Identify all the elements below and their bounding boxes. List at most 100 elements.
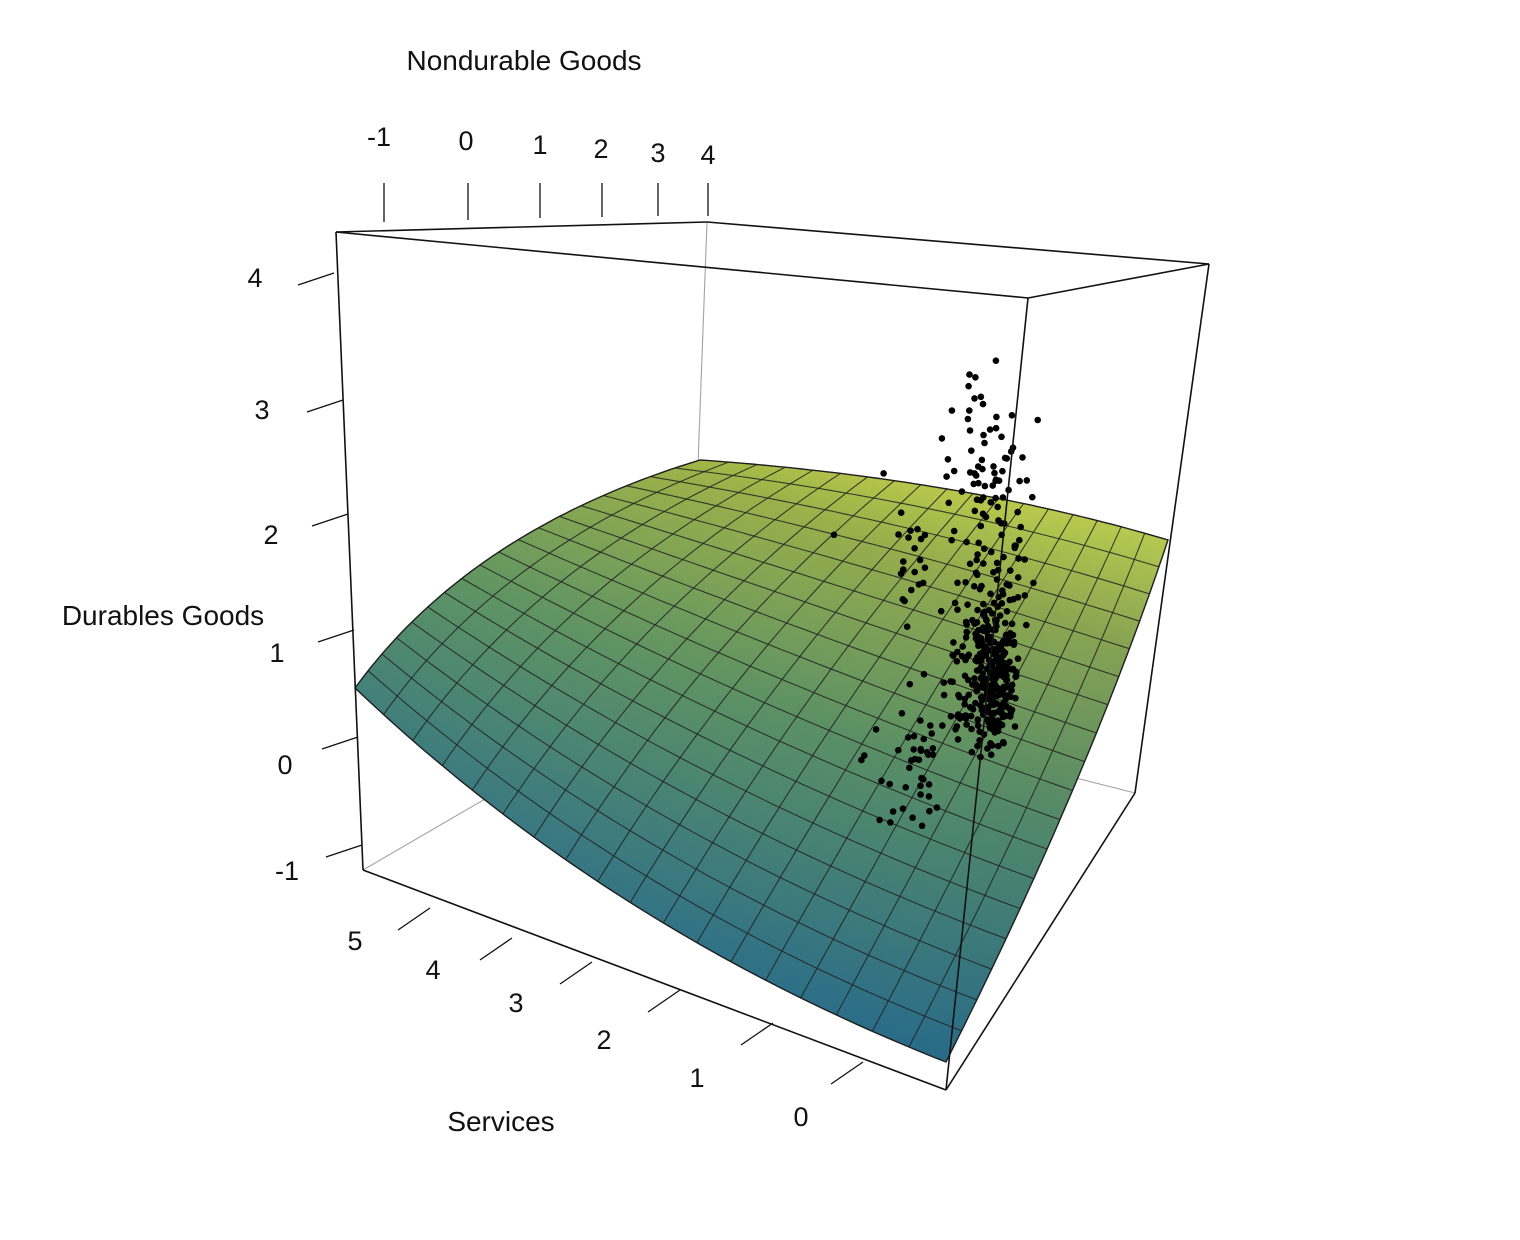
x-tick-label: 3 bbox=[650, 138, 665, 168]
data-point bbox=[940, 679, 948, 686]
data-point bbox=[986, 426, 994, 433]
data-point bbox=[911, 545, 918, 552]
data-point bbox=[977, 393, 985, 401]
data-point bbox=[948, 536, 955, 544]
y-tick-mark bbox=[647, 989, 681, 1013]
data-point bbox=[985, 719, 992, 726]
data-point bbox=[937, 607, 945, 615]
data-point bbox=[908, 586, 915, 594]
data-point bbox=[905, 534, 912, 541]
data-point bbox=[996, 612, 1004, 619]
data-point bbox=[954, 736, 962, 743]
data-point bbox=[1023, 477, 1031, 484]
data-point bbox=[911, 568, 918, 576]
surface-outline bbox=[354, 459, 1169, 1063]
data-point bbox=[920, 735, 927, 743]
data-point bbox=[968, 447, 975, 455]
data-point bbox=[975, 654, 983, 662]
data-point bbox=[925, 793, 933, 800]
data-point bbox=[917, 791, 924, 798]
data-point bbox=[1021, 556, 1028, 563]
data-point bbox=[929, 751, 937, 758]
data-point bbox=[943, 473, 950, 480]
data-point bbox=[981, 439, 988, 447]
y-tick-mark bbox=[397, 907, 431, 931]
data-point bbox=[1014, 655, 1022, 662]
data-point bbox=[972, 472, 980, 479]
data-point bbox=[973, 667, 981, 674]
data-point bbox=[974, 606, 981, 614]
data-point bbox=[956, 693, 963, 701]
data-point bbox=[1000, 637, 1007, 645]
data-point bbox=[1014, 508, 1021, 516]
data-point bbox=[962, 579, 969, 586]
data-point bbox=[987, 740, 994, 747]
surface-mesh bbox=[367, 461, 1160, 1048]
data-point bbox=[925, 781, 933, 788]
data-point bbox=[979, 670, 986, 677]
data-point bbox=[953, 723, 961, 730]
data-point bbox=[986, 709, 993, 716]
data-point bbox=[990, 701, 997, 709]
data-point bbox=[939, 722, 946, 729]
data-point bbox=[954, 606, 961, 613]
data-point bbox=[981, 545, 988, 552]
data-point bbox=[915, 581, 923, 588]
data-point bbox=[950, 467, 958, 475]
data-point bbox=[970, 480, 977, 488]
data-point bbox=[990, 672, 998, 679]
data-point bbox=[910, 732, 918, 740]
data-point bbox=[963, 721, 970, 728]
data-point bbox=[923, 748, 931, 756]
data-point bbox=[906, 680, 914, 688]
data-point bbox=[980, 431, 987, 439]
data-point bbox=[977, 522, 985, 530]
data-point bbox=[918, 822, 926, 830]
fitted-surface bbox=[354, 459, 1169, 1063]
z-tick-mark bbox=[306, 399, 344, 413]
data-point bbox=[974, 716, 982, 724]
data-point bbox=[980, 600, 987, 608]
data-point bbox=[951, 599, 959, 607]
data-point bbox=[933, 804, 941, 811]
data-point bbox=[996, 665, 1004, 673]
data-point bbox=[990, 693, 997, 701]
data-point bbox=[872, 726, 880, 733]
data-point bbox=[999, 587, 1006, 594]
data-point bbox=[974, 551, 981, 558]
z-tick-label: 4 bbox=[247, 263, 262, 293]
data-point bbox=[982, 645, 989, 652]
data-point bbox=[1008, 706, 1016, 714]
data-point bbox=[961, 701, 968, 708]
data-point bbox=[918, 774, 925, 782]
surface-gridline bbox=[908, 533, 1146, 1048]
data-point bbox=[973, 687, 980, 695]
data-point bbox=[1011, 544, 1019, 552]
data-point bbox=[1014, 594, 1022, 601]
z-axis-ticks: 4 3 2 1 0 -1 bbox=[247, 263, 363, 886]
data-point bbox=[966, 371, 973, 378]
surface-gridline bbox=[396, 637, 992, 970]
data-point bbox=[958, 652, 966, 660]
data-point bbox=[974, 571, 981, 579]
data-point bbox=[914, 525, 921, 533]
data-point bbox=[969, 681, 976, 688]
data-point bbox=[974, 742, 981, 750]
data-point bbox=[992, 477, 999, 485]
data-point bbox=[988, 687, 996, 695]
data-point bbox=[917, 747, 925, 754]
x-tick-label: 0 bbox=[458, 126, 473, 156]
data-point bbox=[966, 407, 973, 414]
box-front-edges bbox=[335, 221, 1210, 1091]
data-point bbox=[1006, 596, 1014, 604]
data-point bbox=[994, 708, 1002, 716]
data-point bbox=[976, 728, 983, 735]
data-point bbox=[945, 499, 952, 507]
data-point bbox=[964, 676, 972, 684]
surface-gridline bbox=[871, 526, 1122, 1032]
data-point bbox=[963, 538, 970, 546]
data-point bbox=[929, 745, 937, 752]
data-point bbox=[990, 463, 997, 470]
data-point bbox=[950, 639, 957, 646]
